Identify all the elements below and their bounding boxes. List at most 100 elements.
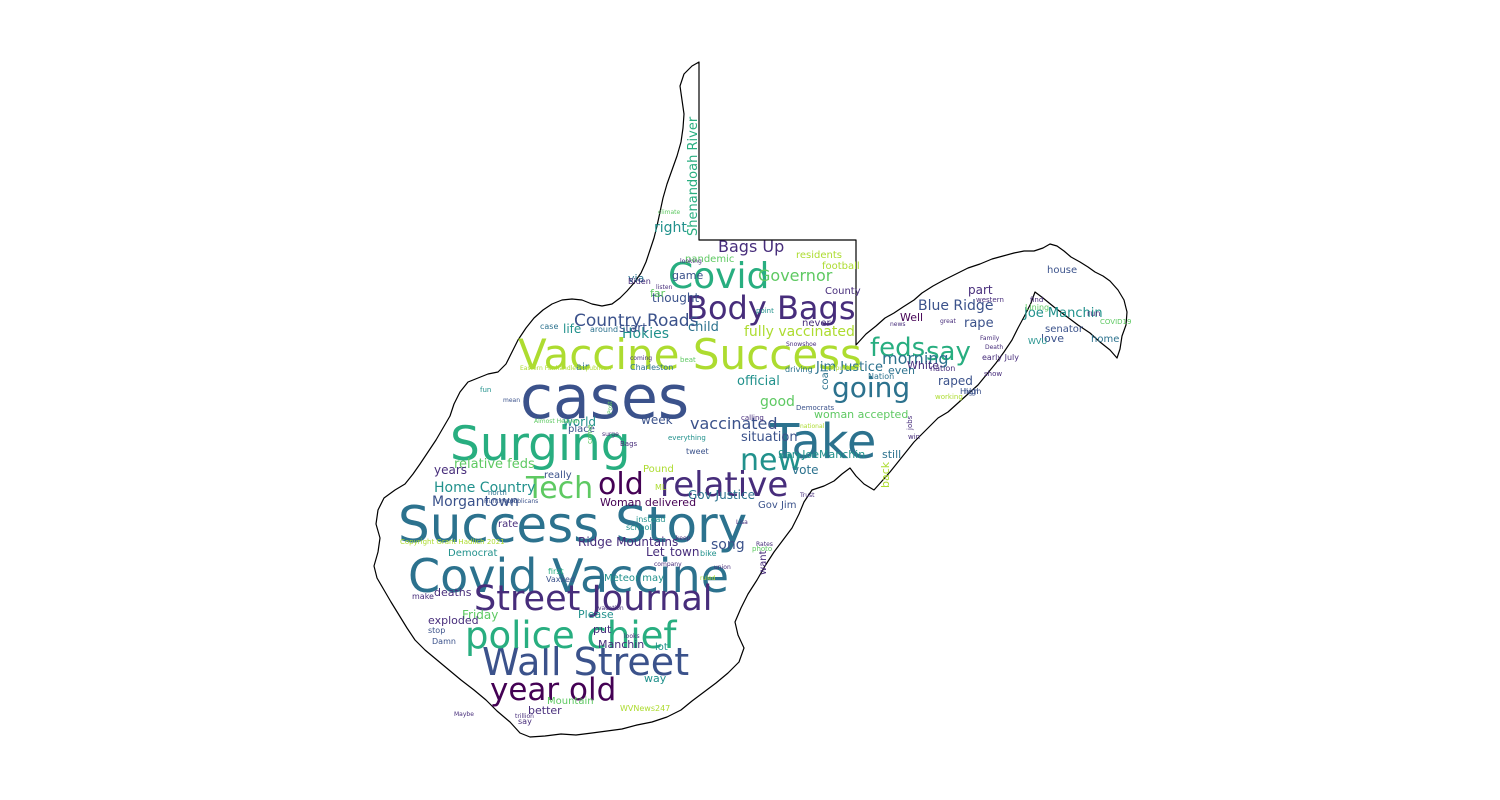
word-run: run bbox=[1087, 309, 1100, 318]
word-western: western bbox=[976, 296, 1004, 304]
word-photo: photo bbox=[752, 545, 772, 553]
word-school: school bbox=[626, 523, 652, 532]
word-town: town bbox=[670, 545, 699, 559]
word-keep: keep bbox=[676, 535, 691, 542]
word-covid19: COVID19 bbox=[1100, 318, 1131, 326]
word-home: home bbox=[1091, 334, 1119, 345]
word-ridge-mountains: Ridge Mountains bbox=[578, 535, 678, 549]
word-instead: instead bbox=[636, 515, 666, 524]
word-ruled: ruled bbox=[700, 575, 716, 582]
word-take: Take bbox=[769, 414, 876, 470]
word-driving: driving bbox=[785, 365, 813, 374]
word-friday: Friday bbox=[462, 608, 498, 622]
word-vote: vote bbox=[792, 463, 819, 477]
word-official: official bbox=[737, 374, 780, 389]
word-point: point bbox=[756, 307, 774, 315]
word-eastern-panhandle-republican: Eastern Panhandle Republican bbox=[520, 365, 611, 372]
word-north: north bbox=[488, 489, 507, 497]
word-never: never bbox=[802, 318, 832, 329]
word-nation: Nation bbox=[868, 372, 894, 381]
word-situation: situation bbox=[741, 430, 798, 445]
word-biden: Biden bbox=[628, 277, 651, 286]
word-house: house bbox=[1047, 265, 1077, 276]
word-world: world bbox=[563, 415, 596, 429]
word-company: company bbox=[654, 561, 682, 568]
word-news: news bbox=[890, 321, 906, 328]
word-manchin: Manchin bbox=[598, 638, 644, 651]
word-gov-jim: Gov Jim bbox=[758, 500, 796, 511]
word-old: old bbox=[598, 467, 644, 502]
word-place: place bbox=[568, 424, 595, 435]
word-joe-manchin: Joe Manchin bbox=[1023, 306, 1103, 321]
word-coming: coming bbox=[630, 355, 652, 362]
word-raped: raped bbox=[938, 374, 973, 388]
word-vaccine-success: Vaccine Success bbox=[518, 330, 862, 379]
word-sen-joemanchin: Sen JoeManchin bbox=[778, 448, 865, 461]
word-relative-feds: relative feds bbox=[454, 457, 535, 472]
word-mountain: Mountain bbox=[547, 696, 594, 707]
word-lisa: Lisa bbox=[736, 519, 748, 526]
word-layer: cases Success Story Take Surging Covid Vacci… bbox=[398, 116, 1131, 726]
word-vaxxed: Vaxxed bbox=[546, 575, 575, 584]
word-say: say bbox=[518, 717, 532, 726]
word-exploded: exploded bbox=[428, 614, 479, 627]
word-cases: cases bbox=[520, 363, 689, 433]
word-covid-vaccine: Covid Vaccine bbox=[408, 549, 729, 603]
word-air: air bbox=[576, 362, 590, 373]
word-years: years bbox=[434, 463, 467, 477]
word-come: come bbox=[586, 425, 594, 444]
word-love: love bbox=[1041, 332, 1064, 345]
word-national: national bbox=[800, 423, 825, 430]
word-lining: Lining bbox=[1025, 303, 1049, 312]
word-feds: feds bbox=[870, 333, 925, 363]
word-via: via bbox=[628, 272, 644, 285]
word-working: working bbox=[935, 393, 963, 401]
word-good: good bbox=[760, 394, 795, 410]
word-tech: Tech bbox=[525, 471, 593, 506]
word-new: new bbox=[740, 443, 802, 478]
word-jim-justice: Jim Justice bbox=[815, 360, 883, 375]
word-shenandoah-river: Shenandoah River bbox=[686, 116, 701, 236]
word-republicans: Republicans bbox=[502, 498, 538, 505]
word-high: High bbox=[960, 387, 978, 396]
word-bags: Bags bbox=[620, 440, 638, 448]
word-pound: Pound bbox=[643, 464, 674, 475]
word-democrats: Democrats bbox=[796, 404, 835, 412]
word-listen: listen bbox=[656, 284, 673, 291]
word-early-july: early July bbox=[982, 353, 1019, 362]
word-morning: morning bbox=[882, 349, 949, 368]
word-family: Family bbox=[980, 335, 1000, 342]
word-copyright-grant-hadlich-2021: Copyright Grant Hadlich 2021 bbox=[400, 538, 505, 546]
word-deaths: deaths bbox=[434, 586, 472, 599]
word-well: Well bbox=[900, 311, 923, 324]
word-covid: Covid bbox=[668, 256, 769, 297]
word-hokies: Hokies bbox=[622, 326, 669, 342]
word-great: great bbox=[940, 318, 957, 325]
word-governor: Governor bbox=[758, 266, 833, 285]
word-song: song bbox=[711, 537, 745, 553]
word-case: case bbox=[540, 322, 558, 331]
word-part: part bbox=[968, 283, 993, 297]
word-high: high bbox=[964, 387, 981, 396]
word-police-chief: police chief bbox=[465, 614, 677, 657]
word-trillion: trillion bbox=[515, 713, 534, 720]
word-blue-ridge: Blue Ridge bbox=[918, 298, 993, 314]
word-post: Post bbox=[607, 401, 614, 414]
word-climate: climate bbox=[658, 209, 681, 216]
word-thought: thought bbox=[652, 291, 699, 305]
word-around: around bbox=[590, 325, 618, 334]
word-fully-vaccinated: fully vaccinated bbox=[744, 324, 855, 340]
word-republican: Republican bbox=[828, 365, 861, 372]
word-almost-heaven: Almost Heaven bbox=[534, 418, 580, 425]
word-better: better bbox=[528, 704, 562, 717]
word-put: put bbox=[593, 623, 612, 636]
word-looking: looking bbox=[680, 258, 702, 265]
word-senator: senator bbox=[1045, 324, 1084, 335]
word-wvu: WVU bbox=[1028, 337, 1047, 346]
word-lot: lot bbox=[655, 642, 668, 653]
word-child: child bbox=[688, 320, 719, 335]
word-please: Please bbox=[578, 608, 614, 621]
word-start: start bbox=[619, 321, 647, 335]
